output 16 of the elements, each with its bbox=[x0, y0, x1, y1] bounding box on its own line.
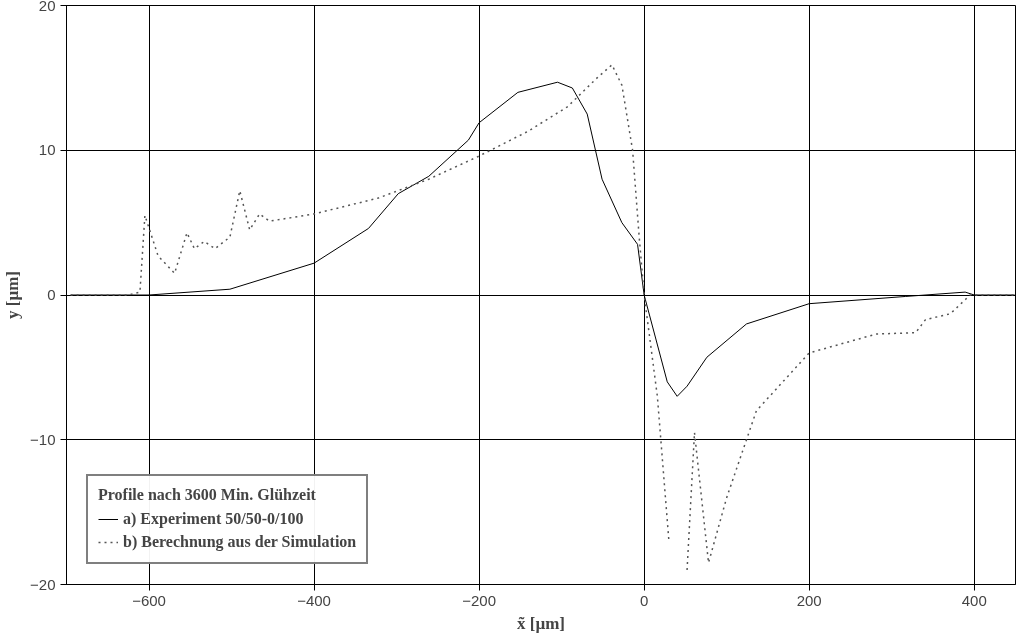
y-axis-title: y [µm] bbox=[3, 270, 23, 320]
x-tick-label: −200 bbox=[462, 591, 497, 609]
x-tick-label: −600 bbox=[132, 591, 166, 609]
x-tick-label: 200 bbox=[796, 591, 822, 609]
x-axis-title: x̃ [µm] bbox=[516, 613, 566, 633]
y-tick-label: −10 bbox=[30, 430, 56, 448]
y-tick-label: −20 bbox=[30, 575, 56, 593]
legend-title: Profile nach 3600 Min. Glühzeit bbox=[98, 486, 317, 504]
legend-label: a) Experiment 50/50-0/100 bbox=[123, 510, 304, 528]
y-tick-label: 0 bbox=[47, 286, 56, 303]
x-tick-label: 0 bbox=[639, 591, 649, 609]
y-tick-label: 20 bbox=[38, 0, 56, 14]
legend-label: b) Berechnung aus der Simulation bbox=[123, 533, 357, 551]
y-tick-label: 10 bbox=[38, 141, 56, 159]
x-tick-label: −400 bbox=[297, 591, 331, 609]
x-tick-label: 400 bbox=[961, 591, 987, 609]
